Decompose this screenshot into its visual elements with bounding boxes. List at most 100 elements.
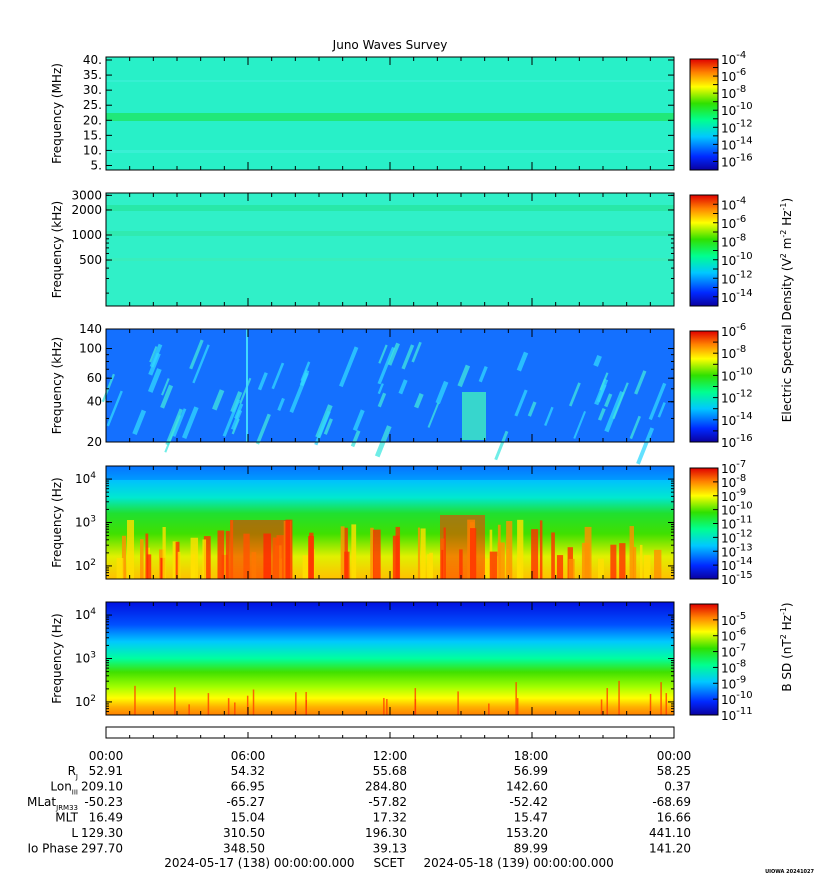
- y-tick-label: 10.: [83, 143, 102, 157]
- emission-streak: [149, 346, 158, 363]
- y-tick-label: 140: [79, 322, 102, 336]
- emission-streak: [239, 377, 252, 404]
- colorbar-label: 10-9: [721, 674, 746, 691]
- y-tick-label: 104: [75, 471, 96, 486]
- emission-burst: [429, 552, 433, 579]
- y-tick-label: 1000: [71, 228, 102, 242]
- panel-4: [105, 465, 675, 580]
- panel-5-spectrogram: [106, 602, 674, 715]
- emission-burst: [202, 539, 207, 579]
- emission-streak: [160, 384, 174, 409]
- y-tick-label: 60: [87, 371, 102, 385]
- ephem-row-label: LonIII: [50, 780, 78, 797]
- emission-streak: [612, 382, 629, 420]
- emission-burst: [497, 542, 505, 579]
- emission-burst: [597, 558, 604, 579]
- colorbar-label: 10-10: [721, 501, 753, 518]
- cbar-e-title: Electric Spectral Density (V2 m-2 Hz-1): [779, 198, 794, 422]
- spike: [207, 693, 210, 715]
- emission-burst: [610, 544, 617, 579]
- panel-4-emission-bursts: [116, 515, 662, 579]
- emission-streak: [593, 354, 602, 367]
- y-tick-label: 104: [75, 607, 96, 622]
- colorbar-label: 10-6: [721, 322, 746, 339]
- colorbar-label: 10-7: [721, 459, 746, 476]
- emission-streak: [634, 370, 647, 395]
- emission-streak: [629, 415, 641, 440]
- emission-streak: [106, 390, 123, 427]
- panel-1-band-22mhz: [106, 113, 674, 121]
- emission-streak: [181, 406, 199, 439]
- panel-4-spectrogram: [106, 466, 674, 579]
- figure-title: Juno Waves Survey: [332, 38, 448, 52]
- colorbar-label: 10-15: [721, 570, 753, 587]
- emission-burst: [584, 526, 592, 579]
- colorbar-label: 10-14: [721, 288, 753, 305]
- spike: [660, 682, 662, 715]
- y-axis-label: Frequency (MHz): [50, 63, 64, 164]
- ephem-value: -65.27: [226, 795, 265, 809]
- y-tick-label: 102: [75, 694, 96, 709]
- colorbar-frame: [689, 58, 719, 171]
- emission-burst: [654, 549, 662, 579]
- spike: [383, 698, 385, 715]
- emission-streak: [401, 344, 415, 370]
- colorbar-label: 10-14: [721, 411, 753, 428]
- emission-streak: [604, 390, 625, 433]
- colorbar-label: 10-8: [721, 84, 746, 101]
- cbar-b-title: B SD (nT2 Hz-1): [779, 602, 794, 691]
- ephem-value: 142.60: [506, 780, 548, 794]
- emission-burst: [172, 541, 178, 579]
- ephem-value: 16.66: [657, 811, 691, 825]
- colorbar-label: 10-6: [721, 627, 746, 644]
- spike: [515, 682, 517, 715]
- colorbar-label: 10-11: [721, 515, 753, 532]
- emission-streak: [277, 397, 285, 411]
- ephem-value: 56.99: [514, 764, 548, 778]
- emission-streak: [352, 409, 365, 432]
- y-tick-label: 40.: [83, 53, 102, 67]
- colorbar-label: 10-10: [721, 101, 753, 118]
- ephem-row-label: MLT: [55, 811, 78, 825]
- ephem-value: -68.69: [652, 795, 691, 809]
- spike: [305, 700, 307, 715]
- panel-2: [105, 192, 675, 307]
- colorbar-label: 10-8: [721, 344, 746, 361]
- emission-burst: [556, 555, 564, 579]
- emission-burst: [639, 544, 643, 579]
- colorbar-label: 10-14: [721, 556, 753, 573]
- spike: [252, 689, 255, 715]
- emission-streak: [189, 339, 204, 370]
- colorbar-label: 10-12: [721, 528, 753, 545]
- ephem-value: 15.47: [514, 811, 548, 825]
- ephem-row-label: L: [71, 826, 78, 840]
- panel-2-band-1mhz: [106, 231, 674, 236]
- emission-burst: [531, 529, 539, 579]
- emission-burst: [420, 528, 426, 579]
- ephem-value: 284.80: [365, 780, 407, 794]
- ephem-value: 54.32: [231, 764, 265, 778]
- emission-streak: [271, 362, 285, 390]
- y-tick-label: 100: [79, 342, 102, 356]
- emission-streak: [377, 383, 384, 395]
- y-tick-label: 5.: [91, 158, 102, 172]
- emission-burst: [517, 519, 524, 579]
- ephem-value: 153.20: [506, 826, 548, 840]
- emission-burst: [190, 537, 199, 579]
- spike: [234, 702, 236, 715]
- colorbar-label: 10-12: [721, 389, 753, 406]
- colorbar-label: 10-6: [721, 67, 746, 84]
- emission-streak: [657, 402, 666, 418]
- emission-streak: [339, 346, 359, 388]
- colorbar-label: 10-13: [721, 542, 753, 559]
- emission-burst: [643, 555, 651, 579]
- y-tick-label: 103: [75, 651, 96, 666]
- emission-streak: [148, 352, 161, 376]
- time-label: 12:00: [373, 749, 408, 763]
- y-tick-label: 15.: [83, 128, 102, 142]
- emission-streak: [289, 372, 309, 413]
- emission-burst: [440, 515, 485, 579]
- spike: [488, 703, 490, 715]
- panel-1-band-high: [106, 80, 674, 82]
- spike: [295, 692, 297, 715]
